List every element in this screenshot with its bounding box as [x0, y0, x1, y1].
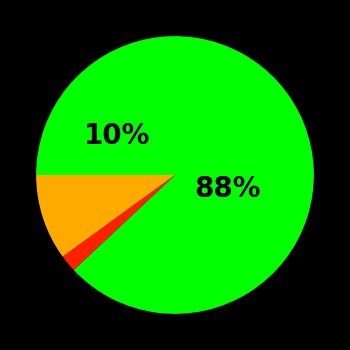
Text: 88%: 88% — [195, 175, 261, 203]
Text: 10%: 10% — [84, 122, 150, 150]
Wedge shape — [36, 175, 175, 257]
Wedge shape — [36, 36, 314, 314]
Wedge shape — [63, 175, 175, 270]
